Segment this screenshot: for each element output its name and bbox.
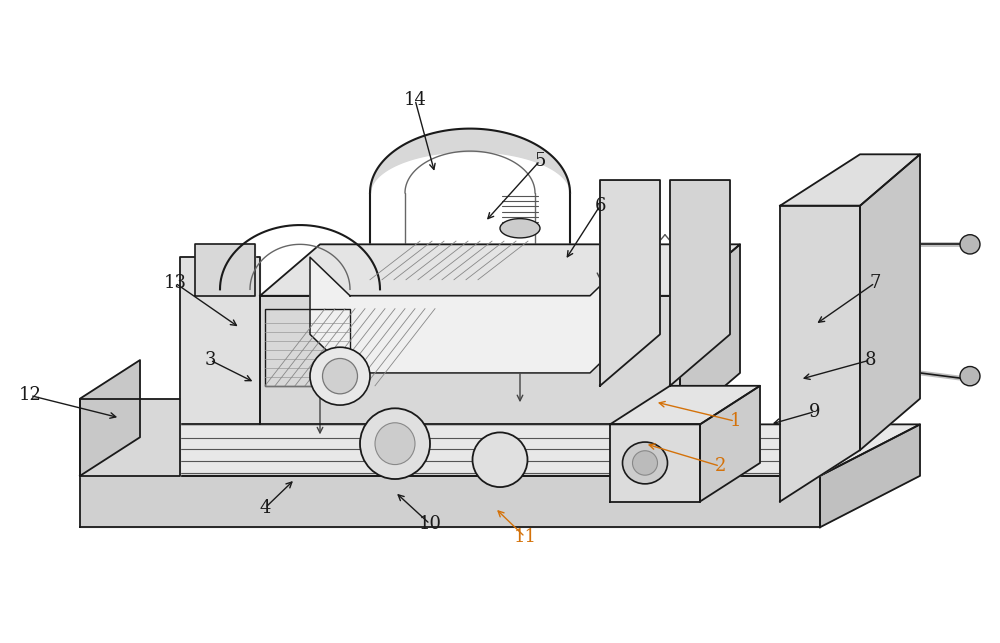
Text: 5: 5 [534,152,546,170]
Ellipse shape [500,219,540,238]
Ellipse shape [360,408,430,479]
Text: 4: 4 [259,499,271,517]
Text: 13: 13 [164,274,186,292]
Polygon shape [820,424,920,527]
Ellipse shape [622,442,668,484]
Text: 1: 1 [729,412,741,430]
Text: 2: 2 [714,457,726,475]
Ellipse shape [322,359,358,394]
Ellipse shape [375,423,415,464]
Polygon shape [680,244,740,424]
Polygon shape [80,360,140,476]
Polygon shape [860,154,920,450]
Polygon shape [260,296,680,424]
Polygon shape [670,180,730,386]
Polygon shape [780,206,860,502]
Polygon shape [610,386,760,424]
Polygon shape [260,244,740,296]
Text: 9: 9 [809,403,821,421]
Text: 3: 3 [204,351,216,369]
Text: 7: 7 [869,274,881,292]
Text: 10: 10 [418,515,442,533]
Ellipse shape [473,433,528,487]
Text: 12: 12 [19,386,41,404]
Polygon shape [195,244,255,296]
Ellipse shape [310,347,370,405]
Polygon shape [80,424,920,476]
Polygon shape [600,180,660,386]
Polygon shape [780,154,920,206]
Text: 8: 8 [864,351,876,369]
Ellipse shape [960,235,980,254]
Polygon shape [310,257,630,373]
Text: 14: 14 [404,91,426,109]
Ellipse shape [633,451,658,475]
Polygon shape [700,386,760,502]
Polygon shape [80,476,820,527]
Polygon shape [610,424,700,502]
Polygon shape [80,399,180,476]
Ellipse shape [960,367,980,386]
Text: 6: 6 [594,197,606,215]
Polygon shape [180,257,260,424]
Text: 11: 11 [514,528,536,546]
